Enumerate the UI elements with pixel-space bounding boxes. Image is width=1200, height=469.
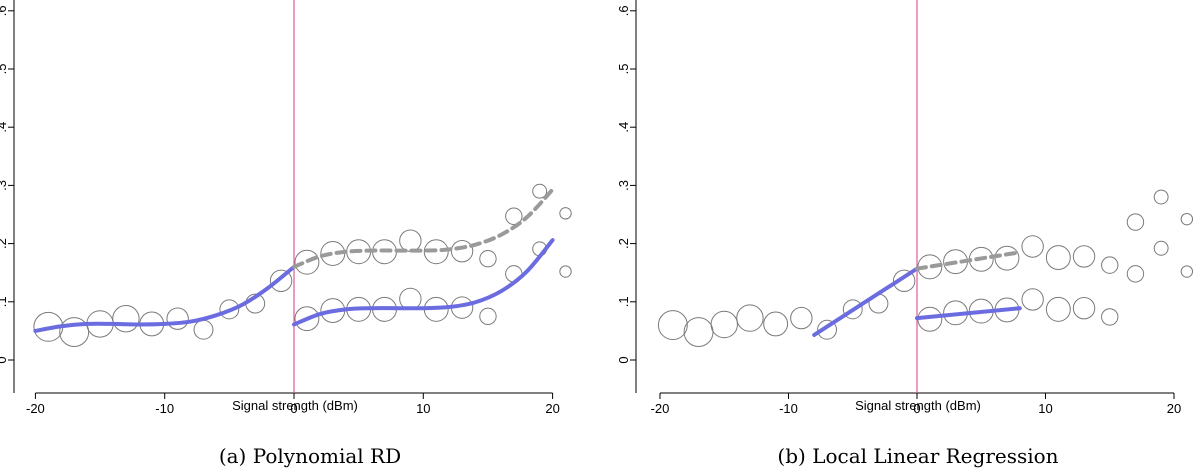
- y-tick-label: .6: [0, 5, 9, 16]
- bin-circle-left: [219, 299, 240, 320]
- bin-circle-right-lower: [1072, 297, 1096, 320]
- bin-circle-right-upper: [450, 239, 474, 263]
- y-tick-label: .4: [0, 122, 9, 133]
- fit-line-fit-right-upper: [292, 187, 555, 269]
- bin-circle-right-upper: [1101, 256, 1119, 274]
- bin-circle-right-lower: [1021, 288, 1044, 311]
- bin-circle-left: [817, 319, 837, 340]
- x-tick-label: 10: [416, 401, 430, 416]
- bin-circle-left: [193, 319, 214, 340]
- fit-line-fit-left: [812, 266, 919, 337]
- y-tick-label: .5: [0, 64, 9, 75]
- y-tick-label: 0: [0, 356, 9, 363]
- bin-circle-right-lower: [1045, 296, 1071, 322]
- bin-circle-left: [166, 307, 189, 330]
- bin-circle-right-upper: [1021, 235, 1044, 258]
- x-axis-title: Signal strength (dBm): [855, 398, 981, 413]
- x-tick-label: 20: [545, 401, 559, 416]
- y-tick-label: .1: [0, 296, 9, 307]
- y-tick-label: .3: [616, 180, 631, 191]
- panel-caption: (a) Polynomial RD: [219, 444, 401, 468]
- bin-circle-left: [269, 269, 293, 293]
- bin-circle-right-lower: [294, 306, 320, 332]
- bin-circle-right-upper: [559, 207, 572, 220]
- fit-line-fit-right-lower: [915, 306, 1022, 321]
- bin-circle-left: [790, 306, 813, 330]
- bin-circle-right-upper: [423, 239, 449, 265]
- bin-circle-left: [59, 317, 90, 348]
- bin-circle-right-lower: [479, 307, 497, 326]
- x-tick-label: -10: [155, 401, 174, 416]
- y-tick-label: .3: [0, 180, 9, 191]
- bin-circle-left: [710, 310, 738, 339]
- y-tick-label: .5: [616, 64, 631, 75]
- bin-circle-right-upper: [399, 229, 422, 252]
- panel-a: 0 .1 .2 .3 .4 .5 .6 -20 -10 0 10 20 Signal strength …: [0, 0, 572, 468]
- bin-circle-left: [736, 304, 764, 332]
- bin-circle-right-upper: [294, 249, 320, 275]
- y-tick-label: .6: [616, 5, 631, 16]
- x-tick-label: -10: [779, 401, 798, 416]
- x-tick-label: -20: [651, 401, 670, 416]
- bin-circle-right-lower: [1101, 308, 1119, 326]
- bin-circle-left: [112, 304, 140, 333]
- bin-circle-left: [842, 299, 863, 320]
- bin-circle-left: [763, 311, 789, 337]
- bin-circle-right-upper: [505, 207, 523, 225]
- bin-circle-right-upper: [532, 183, 548, 199]
- bin-circle-right-upper: [994, 245, 1020, 271]
- y-tick-label: .4: [616, 122, 631, 133]
- bin-circle-right-upper: [1126, 213, 1145, 231]
- bin-circle-right-upper: [479, 250, 497, 268]
- fit-line-fit-left: [33, 264, 296, 333]
- panel-caption: (b) Local Linear Regression: [777, 444, 1058, 468]
- panel-b: 0 .1 .2 .3 .4 .5 .6 -20 -10 0 10 20 Signal strength …: [616, 0, 1194, 468]
- x-axis-title: Signal strength (dBm): [232, 398, 358, 413]
- fit-line-fit-right-lower: [292, 238, 555, 327]
- x-tick-label: 10: [1038, 401, 1052, 416]
- x-tick-label: 0: [290, 401, 297, 416]
- bin-circle-right-upper: [1180, 212, 1194, 226]
- bin-circle-right-lower: [559, 265, 572, 278]
- x-tick-label: 20: [1167, 401, 1181, 416]
- bin-circle-left: [892, 269, 916, 293]
- bin-circle-right-lower: [1126, 265, 1145, 283]
- y-tick-label: .2: [616, 238, 631, 249]
- bin-circle-right-lower: [1180, 265, 1194, 278]
- bin-circle-right-upper: [1072, 245, 1096, 268]
- x-tick-label: 0: [913, 401, 920, 416]
- y-tick-label: .2: [0, 238, 9, 249]
- y-tick-label: .1: [616, 296, 631, 307]
- bin-circle-right-lower: [1153, 240, 1169, 256]
- bin-circle-left: [683, 317, 714, 348]
- bin-circle-right-upper: [1153, 189, 1169, 205]
- bin-circle-left: [657, 310, 688, 341]
- y-tick-label: 0: [616, 356, 631, 363]
- bin-circle-right-upper: [1045, 245, 1071, 271]
- fit-line-fit-right-upper: [915, 250, 1022, 271]
- x-tick-label: -20: [26, 401, 45, 416]
